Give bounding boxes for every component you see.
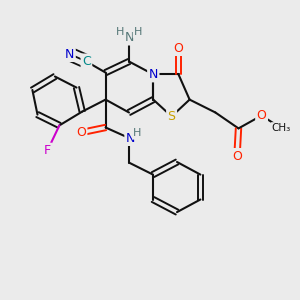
Text: H: H	[134, 27, 142, 37]
Text: H: H	[133, 128, 142, 139]
Text: F: F	[44, 144, 51, 157]
Text: O: O	[174, 41, 183, 55]
Text: H: H	[116, 27, 124, 37]
Text: C: C	[82, 55, 91, 68]
Text: N: N	[126, 131, 135, 145]
Text: O: O	[76, 126, 86, 139]
Text: O: O	[257, 109, 266, 122]
Text: S: S	[168, 110, 176, 123]
Text: N: N	[65, 47, 74, 61]
Text: CH₃: CH₃	[272, 123, 291, 134]
Text: N: N	[148, 68, 158, 81]
Text: O: O	[232, 149, 242, 163]
Text: N: N	[124, 31, 134, 44]
